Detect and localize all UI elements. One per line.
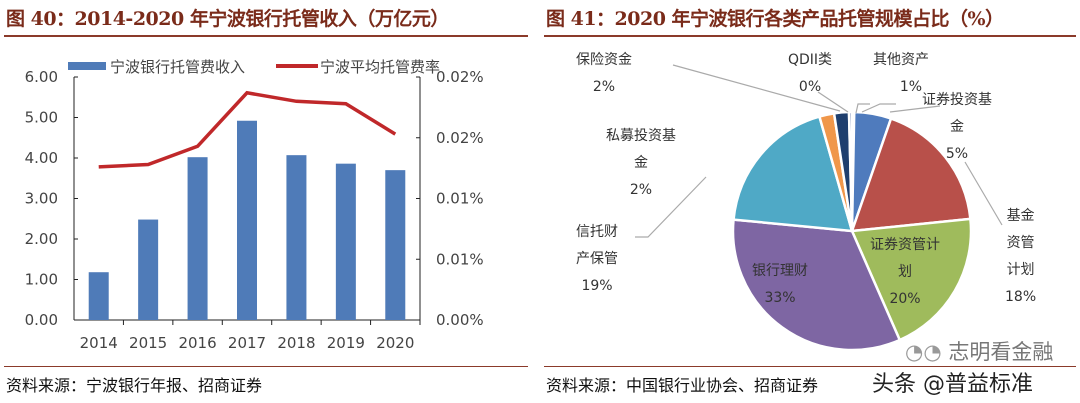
y-tick-label: 3.00	[25, 190, 58, 208]
wechat-icon: ◔◔	[905, 340, 949, 364]
y2-tick-label: 0.01%	[436, 250, 484, 268]
y2-tick-label: 0.02%	[436, 68, 484, 86]
title-divider	[4, 35, 528, 37]
bar-2019	[335, 163, 356, 320]
pie-slice-2	[850, 116, 972, 233]
footer-divider	[544, 366, 1076, 367]
watermark-line1: 志明看金融	[948, 340, 1054, 364]
y-tick-label: 0.00	[25, 311, 58, 329]
x-tick-label: 2017	[228, 334, 266, 352]
y2-tick-label: 0.02%	[436, 129, 484, 147]
y-tick-label: 4.00	[25, 149, 58, 167]
pie-label-6: 私募投资基金 2%	[606, 123, 676, 204]
title-divider	[544, 35, 1076, 37]
x-tick-label: 2014	[80, 334, 118, 352]
pie-label-value: 2%	[629, 182, 653, 198]
pie-label-0: 其他资产 1%	[873, 47, 929, 101]
y2-tick-label: 0.00%	[436, 311, 484, 329]
leader-line	[635, 176, 707, 238]
pie-slice-5	[732, 115, 854, 233]
watermark-toutiao: 头条 @普益标准	[872, 372, 1033, 397]
leader-line	[672, 64, 841, 112]
pie-label-name: 信托财 产保管	[576, 224, 618, 267]
pie-label-name: 基金 资管 计划	[1006, 208, 1035, 278]
watermark-wechat: ◔◔ 志明看金融	[905, 336, 1053, 366]
pie-label-name: 保险资金	[576, 52, 632, 68]
bar-2020	[385, 170, 406, 320]
legend-line-label: 宁波平均托管费率	[320, 58, 440, 76]
legend-bar-label: 宁波银行托管费收入	[110, 58, 245, 76]
pie-label-5: 信托财 产保管 19%	[576, 219, 618, 300]
pie-label-value: 33%	[764, 290, 796, 306]
x-tick-label: 2020	[376, 334, 414, 352]
bar-2018	[286, 155, 307, 320]
leader-line	[964, 161, 1003, 226]
bar-2017	[237, 120, 257, 321]
pie-label-value: 20%	[889, 291, 921, 307]
y-tick-label: 1.00	[25, 271, 58, 289]
pie-label-2: 基金 资管 计划 18%	[1005, 203, 1036, 311]
pie-label-4: 银行理财 33%	[752, 258, 808, 312]
pie-label-name: 证券投资基金	[922, 92, 992, 135]
leader-line	[861, 103, 896, 113]
pie-slice-8	[847, 110, 854, 232]
x-tick-label: 2016	[178, 334, 216, 352]
y-tick-label: 5.00	[25, 109, 58, 127]
pie-label-name: 其他资产	[873, 52, 929, 68]
leader-line	[855, 103, 870, 114]
bar-2015	[138, 219, 159, 320]
pie-label-7: 保险资金 2%	[576, 47, 632, 101]
y-tick-label: 2.00	[25, 230, 58, 248]
legend-bar-swatch	[68, 62, 106, 70]
leader-line	[817, 91, 849, 113]
y-tick-label: 6.00	[25, 68, 58, 86]
x-tick-label: 2018	[277, 334, 315, 352]
pie-slice-3	[850, 217, 973, 342]
x-tick-label: 2019	[327, 334, 365, 352]
bar-2014	[88, 272, 109, 320]
footer-divider	[4, 366, 528, 367]
left-source: 资料来源：宁波银行年报、招商证券	[6, 376, 263, 395]
pie-label-8: QDII类 0%	[788, 47, 832, 101]
bar-line-chart: 0.00 1.00 2.00 3.00 4.00 5.00 6.00 0.00% 0.01% 0.…	[25, 58, 484, 352]
bar-2016	[187, 157, 208, 320]
pie-label-value: 5%	[945, 146, 969, 162]
x-tick-label: 2015	[129, 334, 167, 352]
right-chart-title: 图 41：2020 年宁波银行各类产品托管规模占比（%）	[546, 8, 1004, 30]
pie-chart	[635, 64, 1003, 352]
pie-label-value: 18%	[1005, 289, 1037, 305]
pie-label-name: 私募投资基金	[606, 128, 676, 171]
leader-line	[889, 105, 941, 113]
pie-label-value: 0%	[798, 79, 822, 95]
pie-slice-4	[731, 218, 902, 352]
pie-label-name: 银行理财	[752, 263, 808, 279]
y2-tick-label: 0.01%	[436, 190, 484, 208]
pie-label-1: 证券投资基金 5%	[922, 87, 992, 168]
pie-label-value: 1%	[899, 79, 923, 95]
right-source: 资料来源：中国银行业协会、招商证券	[546, 376, 819, 395]
pie-label-name: QDII类	[788, 52, 833, 68]
pie-label-name: 证券资管计划	[870, 237, 940, 280]
pie-label-value: 2%	[592, 79, 616, 95]
left-chart-title: 图 40：2014-2020 年宁波银行托管收入（万亿元）	[6, 8, 449, 30]
pie-label-3: 证券资管计划 20%	[870, 232, 940, 313]
line-series-fee-rate	[98, 90, 397, 169]
pie-label-value: 19%	[581, 278, 613, 294]
